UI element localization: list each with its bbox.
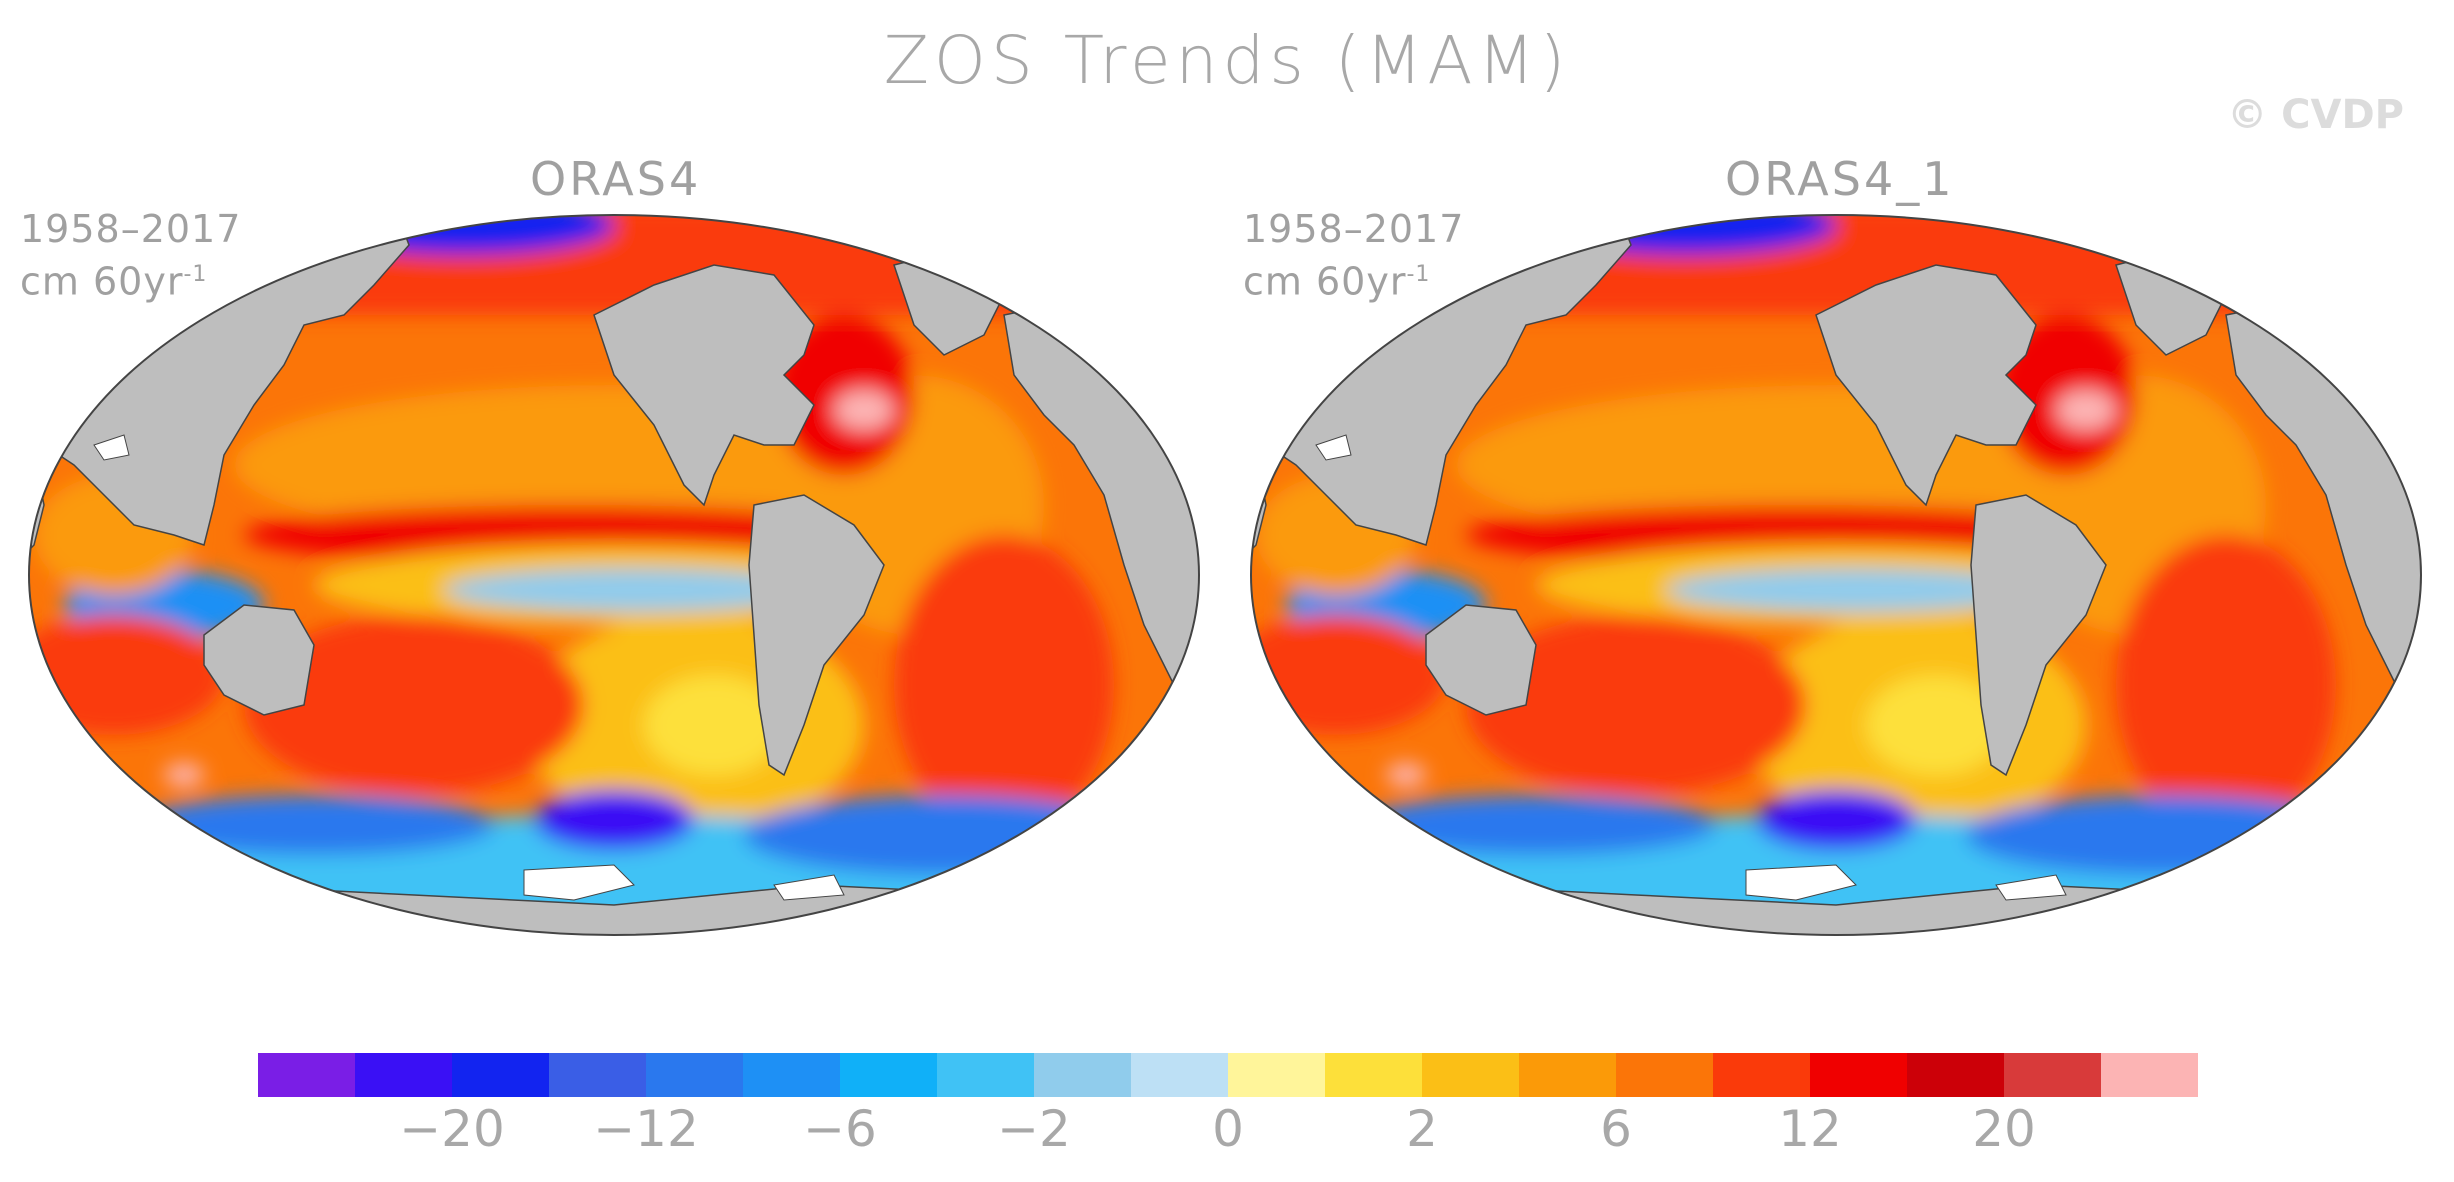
colorbar-box — [2004, 1053, 2102, 1097]
panel1-years: 1958–2017 — [20, 207, 242, 251]
colorbar-box — [452, 1053, 550, 1097]
panel2-units-exp: -1 — [1406, 262, 1431, 287]
colorbar-box — [1519, 1053, 1617, 1097]
colorbar-box — [1228, 1053, 1326, 1097]
panel1-period: 1958–2017 cm 60yr-1 — [20, 206, 241, 305]
colorbar-box — [1422, 1053, 1520, 1097]
map-oras4 — [28, 214, 1200, 936]
colorbar-tick-label: −2 — [997, 1100, 1071, 1158]
panel2-period: 1958–2017 cm 60yr-1 — [1243, 206, 1464, 305]
colorbar-box — [355, 1053, 453, 1097]
panel1-units: cm 60yr — [20, 259, 184, 304]
panel1-units-exp: -1 — [183, 262, 208, 287]
colorbar-box — [1034, 1053, 1132, 1097]
colorbar-box — [646, 1053, 744, 1097]
panel-title-oras4-1: ORAS4_1 — [1725, 152, 1955, 206]
colorbar-tick-label: 20 — [1972, 1100, 2036, 1158]
colorbar — [258, 1053, 2198, 1097]
colorbar-tick-label: −6 — [803, 1100, 877, 1158]
colorbar-box — [1616, 1053, 1714, 1097]
colorbar-box — [937, 1053, 1035, 1097]
colorbar-box — [549, 1053, 647, 1097]
colorbar-tick-label: 0 — [1212, 1100, 1244, 1158]
panel2-years: 1958–2017 — [1243, 207, 1465, 251]
map-oras4-1 — [1250, 214, 2422, 936]
colorbar-box — [1810, 1053, 1908, 1097]
colorbar-tick-label: 2 — [1406, 1100, 1438, 1158]
colorbar-box — [1131, 1053, 1229, 1097]
colorbar-box — [258, 1053, 356, 1097]
cvdp-watermark: © CVDP — [2227, 92, 2404, 138]
colorbar-tick-label: 12 — [1778, 1100, 1842, 1158]
colorbar-tick-label: 6 — [1600, 1100, 1632, 1158]
panel-title-oras4: ORAS4 — [530, 152, 702, 206]
colorbar-box — [1713, 1053, 1811, 1097]
colorbar-box — [743, 1053, 841, 1097]
colorbar-box — [2101, 1053, 2198, 1097]
colorbar-box — [840, 1053, 938, 1097]
panel2-units: cm 60yr — [1243, 259, 1407, 304]
colorbar-tick-label: −12 — [593, 1100, 699, 1158]
colorbar-tick-label: −20 — [399, 1100, 505, 1158]
colorbar-box — [1325, 1053, 1423, 1097]
panel1-units-line: cm 60yr-1 — [20, 252, 241, 305]
panel2-units-line: cm 60yr-1 — [1243, 252, 1464, 305]
colorbar-box — [1907, 1053, 2005, 1097]
figure-title: ZOS Trends (MAM) — [883, 22, 1571, 99]
